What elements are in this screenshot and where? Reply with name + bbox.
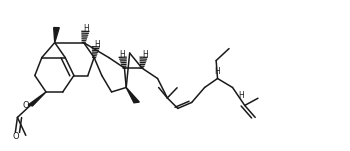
Text: H: H [238, 91, 244, 100]
Text: O: O [12, 132, 19, 141]
Text: H: H [215, 67, 220, 76]
Polygon shape [126, 87, 139, 103]
Text: H: H [94, 40, 100, 49]
Polygon shape [54, 28, 59, 43]
Polygon shape [28, 92, 46, 106]
Text: H: H [142, 50, 148, 59]
Text: H: H [84, 24, 89, 33]
Text: O: O [23, 101, 29, 110]
Text: H: H [119, 50, 125, 59]
